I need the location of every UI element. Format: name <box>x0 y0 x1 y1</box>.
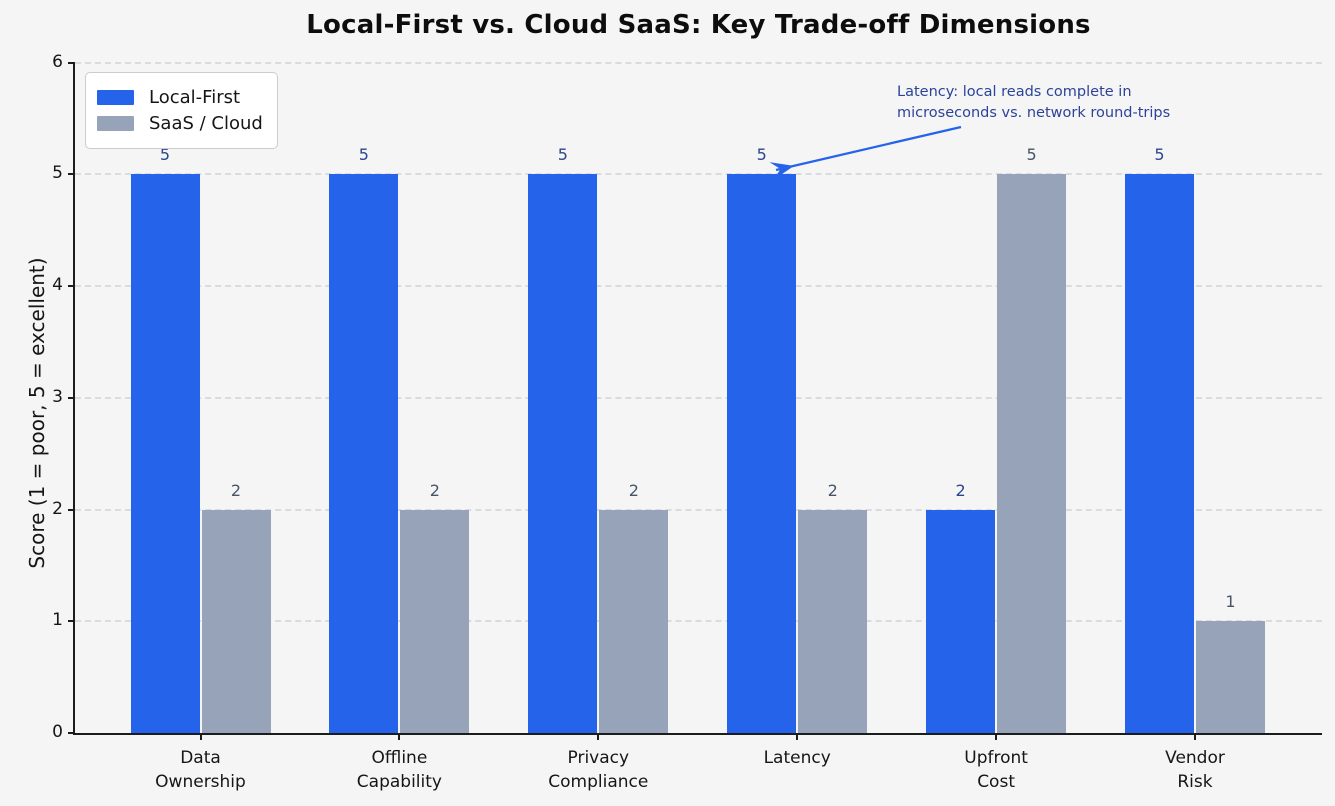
bar-saas-cloud <box>201 509 271 733</box>
x-axis-spine <box>73 733 1322 735</box>
legend-swatch-icon <box>97 90 134 105</box>
y-tick-mark <box>68 732 75 734</box>
x-tick-mark <box>796 733 799 740</box>
chart-title: Local-First vs. Cloud SaaS: Key Trade-of… <box>306 10 1091 40</box>
y-tick-mark <box>68 173 75 176</box>
annotation-text: Latency: local reads complete in microse… <box>897 84 1171 121</box>
bar-value-label: 2 <box>628 480 639 500</box>
y-tick-label: 4 <box>52 275 63 295</box>
bar-saas-cloud <box>599 509 669 733</box>
bar-saas-cloud <box>798 509 868 733</box>
bar-value-label: 5 <box>557 145 568 165</box>
x-tick-label: Vendor Risk <box>1165 748 1225 792</box>
bar-saas-cloud <box>1196 621 1265 733</box>
x-tick-mark <box>398 733 401 740</box>
gridline <box>75 620 1322 623</box>
x-tick-mark <box>597 733 600 740</box>
bar-saas-cloud <box>997 174 1067 733</box>
gridline <box>75 396 1322 399</box>
bar-value-label: 5 <box>159 145 171 165</box>
bar-local-first <box>727 174 797 733</box>
bar-value-label: 5 <box>1154 145 1165 165</box>
bar-local-first <box>329 174 399 733</box>
y-tick-mark <box>68 620 75 623</box>
x-tick-label: Data Ownership <box>155 748 246 792</box>
gridline <box>75 173 1322 176</box>
bar-value-label: 1 <box>1225 592 1236 612</box>
x-tick-mark <box>199 733 202 740</box>
bar-value-label: 5 <box>358 145 369 165</box>
legend-label: SaaS / Cloud <box>149 113 263 134</box>
x-tick-label: Offline Capability <box>356 748 442 792</box>
legend: Local-First SaaS / Cloud <box>85 72 278 149</box>
x-tick-mark <box>1194 733 1196 740</box>
bar-value-label: 2 <box>230 480 242 500</box>
bar-local-first <box>926 509 996 733</box>
y-tick-mark <box>68 396 75 399</box>
x-tick-label: Latency <box>763 748 831 768</box>
bar-value-label: 2 <box>955 480 966 500</box>
legend-item: SaaS / Cloud <box>97 113 263 134</box>
bar-local-first <box>130 174 200 733</box>
bar-value-label: 2 <box>827 480 838 500</box>
bar-value-label: 5 <box>756 145 767 165</box>
y-axis-spine <box>73 62 75 735</box>
y-tick-label: 3 <box>52 386 63 407</box>
gridline <box>75 508 1322 511</box>
x-tick-label: Upfront Cost <box>964 748 1028 792</box>
gridline <box>75 61 1322 64</box>
legend-label: Local-First <box>149 87 241 108</box>
y-tick-mark <box>68 61 75 64</box>
y-tick-label: 5 <box>52 163 63 184</box>
legend-swatch-icon <box>97 116 134 131</box>
y-tick-label: 6 <box>52 51 63 72</box>
bar-value-label: 5 <box>1026 145 1037 165</box>
gridline <box>75 285 1322 287</box>
bar-local-first <box>1125 174 1194 733</box>
y-tick-label: 2 <box>52 498 63 519</box>
bar-value-label: 2 <box>429 480 440 500</box>
y-tick-label: 0 <box>52 722 63 742</box>
bar-saas-cloud <box>400 509 470 733</box>
y-tick-mark <box>68 285 75 287</box>
legend-item: Local-First <box>97 87 263 108</box>
x-tick-label: Privacy Compliance <box>548 748 649 792</box>
x-tick-mark <box>995 733 998 740</box>
bar-local-first <box>528 174 598 733</box>
y-tick-label: 1 <box>52 610 63 631</box>
y-tick-mark <box>68 508 75 511</box>
